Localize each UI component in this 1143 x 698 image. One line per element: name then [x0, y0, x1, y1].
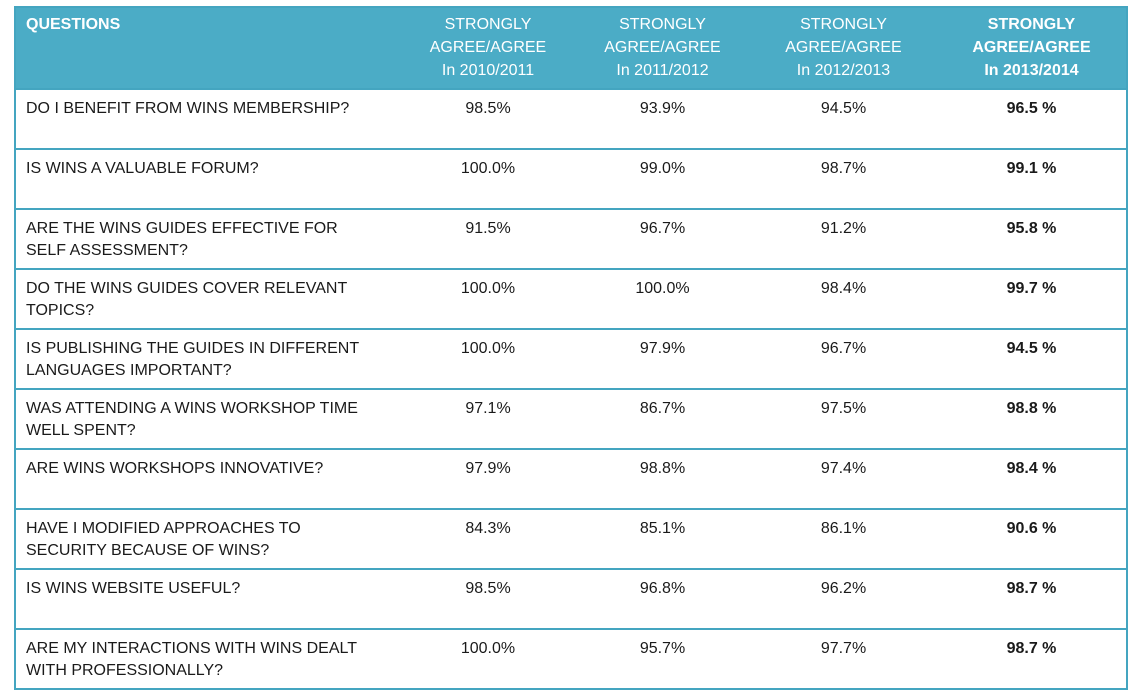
table-row: ARE WINS WORKSHOPS INNOVATIVE? 97.9% 98.8%… — [15, 448, 1127, 509]
value-cell: 85.1% — [575, 508, 750, 569]
value-cell-2013-2014: 96.5 % — [937, 88, 1127, 149]
question-cell: DO THE WINS GUIDES COVER RELEVANT TOPICS… — [15, 268, 401, 329]
value-cell: 98.5% — [401, 88, 575, 149]
question-cell: IS PUBLISHING THE GUIDES IN DIFFERENT LA… — [15, 328, 401, 389]
value-cell: 100.0% — [575, 268, 750, 329]
value-cell: 97.9% — [575, 328, 750, 389]
value-cell-2013-2014: 95.8 % — [937, 208, 1127, 269]
value-cell: 97.1% — [401, 388, 575, 449]
value-cell: 100.0% — [401, 328, 575, 389]
table-row: IS PUBLISHING THE GUIDES IN DIFFERENT LA… — [15, 328, 1127, 389]
value-cell: 98.5% — [401, 568, 575, 629]
table-body: DO I BENEFIT FROM WINS MEMBERSHIP? 98.5% 9… — [15, 88, 1127, 689]
question-cell: ARE MY INTERACTIONS WITH WINS DEALT WITH… — [15, 628, 401, 689]
value-cell: 98.4% — [750, 268, 937, 329]
header-row: QUESTIONS STRONGLY AGREE/AGREE In 2010/2… — [15, 7, 1127, 89]
value-cell-2013-2014: 98.4 % — [937, 448, 1127, 509]
question-cell: ARE WINS WORKSHOPS INNOVATIVE? — [15, 448, 401, 509]
value-cell: 91.5% — [401, 208, 575, 269]
value-cell: 97.4% — [750, 448, 937, 509]
value-cell-2013-2014: 90.6 % — [937, 508, 1127, 569]
table-row: WAS ATTENDING A WINS WORKSHOP TIME WELL … — [15, 388, 1127, 449]
value-cell-2013-2014: 98.8 % — [937, 388, 1127, 449]
column-header-2012-2013: STRONGLY AGREE/AGREE In 2012/2013 — [750, 7, 937, 89]
survey-results-table: QUESTIONS STRONGLY AGREE/AGREE In 2010/2… — [14, 6, 1128, 690]
table-row: HAVE I MODIFIED APPROACHES TO SECURITY B… — [15, 508, 1127, 569]
question-cell: DO I BENEFIT FROM WINS MEMBERSHIP? — [15, 88, 401, 149]
table-row: IS WINS A VALUABLE FORUM? 100.0% 99.0% 98.7… — [15, 148, 1127, 209]
value-cell: 100.0% — [401, 628, 575, 689]
value-cell: 99.0% — [575, 148, 750, 209]
column-header-2010-2011: STRONGLY AGREE/AGREE In 2010/2011 — [401, 7, 575, 89]
question-cell: IS WINS WEBSITE USEFUL? — [15, 568, 401, 629]
value-cell: 97.9% — [401, 448, 575, 509]
value-cell-2013-2014: 99.1 % — [937, 148, 1127, 209]
value-cell: 97.5% — [750, 388, 937, 449]
value-cell: 96.8% — [575, 568, 750, 629]
value-cell: 94.5% — [750, 88, 937, 149]
question-cell: WAS ATTENDING A WINS WORKSHOP TIME WELL … — [15, 388, 401, 449]
value-cell: 95.7% — [575, 628, 750, 689]
value-cell: 91.2% — [750, 208, 937, 269]
value-cell: 98.8% — [575, 448, 750, 509]
column-header-2013-2014: STRONGLY AGREE/AGREE In 2013/2014 — [937, 7, 1127, 89]
value-cell: 96.7% — [575, 208, 750, 269]
value-cell-2013-2014: 98.7 % — [937, 628, 1127, 689]
value-cell: 97.7% — [750, 628, 937, 689]
value-cell: 84.3% — [401, 508, 575, 569]
question-cell: IS WINS A VALUABLE FORUM? — [15, 148, 401, 209]
question-cell: ARE THE WINS GUIDES EFFECTIVE FOR SELF A… — [15, 208, 401, 269]
value-cell: 96.2% — [750, 568, 937, 629]
value-cell: 96.7% — [750, 328, 937, 389]
table-row: ARE THE WINS GUIDES EFFECTIVE FOR SELF A… — [15, 208, 1127, 269]
question-cell: HAVE I MODIFIED APPROACHES TO SECURITY B… — [15, 508, 401, 569]
value-cell: 100.0% — [401, 148, 575, 209]
value-cell-2013-2014: 94.5 % — [937, 328, 1127, 389]
value-cell: 98.7% — [750, 148, 937, 209]
value-cell: 93.9% — [575, 88, 750, 149]
table-row: IS WINS WEBSITE USEFUL? 98.5% 96.8% 96.2% 98… — [15, 568, 1127, 629]
value-cell: 100.0% — [401, 268, 575, 329]
value-cell: 86.7% — [575, 388, 750, 449]
value-cell-2013-2014: 99.7 % — [937, 268, 1127, 329]
column-header-questions: QUESTIONS — [15, 7, 401, 89]
table-row: ARE MY INTERACTIONS WITH WINS DEALT WITH… — [15, 628, 1127, 689]
value-cell: 86.1% — [750, 508, 937, 569]
table-row: DO I BENEFIT FROM WINS MEMBERSHIP? 98.5% 9… — [15, 88, 1127, 149]
column-header-2011-2012: STRONGLY AGREE/AGREE In 2011/2012 — [575, 7, 750, 89]
value-cell-2013-2014: 98.7 % — [937, 568, 1127, 629]
table-row: DO THE WINS GUIDES COVER RELEVANT TOPICS… — [15, 268, 1127, 329]
